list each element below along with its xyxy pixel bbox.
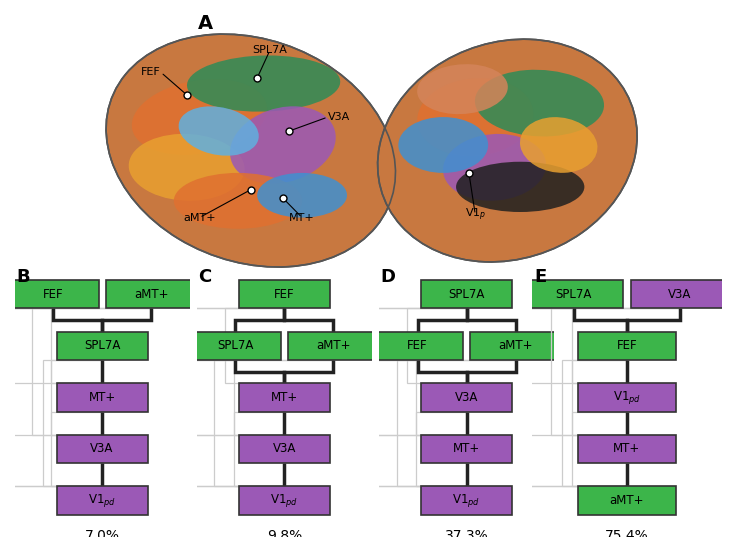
Text: MT+: MT+ — [453, 442, 480, 455]
Ellipse shape — [475, 70, 604, 136]
Text: FEF: FEF — [408, 339, 428, 352]
FancyBboxPatch shape — [239, 435, 330, 463]
FancyBboxPatch shape — [421, 280, 512, 308]
FancyBboxPatch shape — [421, 487, 512, 514]
Text: FEF: FEF — [274, 288, 295, 301]
Ellipse shape — [174, 173, 302, 229]
Text: SPL7A: SPL7A — [217, 339, 254, 352]
Text: SPL7A: SPL7A — [555, 288, 592, 301]
Text: FEF: FEF — [43, 288, 63, 301]
Ellipse shape — [520, 117, 598, 173]
Text: V3A: V3A — [273, 442, 296, 455]
Text: 7.0%: 7.0% — [85, 529, 120, 537]
FancyBboxPatch shape — [190, 332, 281, 360]
FancyBboxPatch shape — [106, 280, 197, 308]
FancyBboxPatch shape — [421, 435, 512, 463]
FancyBboxPatch shape — [57, 332, 147, 360]
Text: MT+: MT+ — [88, 391, 116, 404]
Ellipse shape — [257, 173, 347, 217]
Text: 75.4%: 75.4% — [605, 529, 649, 537]
FancyBboxPatch shape — [57, 435, 147, 463]
Text: aMT+: aMT+ — [499, 339, 533, 352]
Ellipse shape — [187, 55, 340, 112]
FancyBboxPatch shape — [577, 487, 677, 514]
Text: V1$_{pd}$: V1$_{pd}$ — [88, 492, 116, 509]
Ellipse shape — [378, 39, 637, 262]
Text: SPL7A: SPL7A — [84, 339, 120, 352]
Text: MT+: MT+ — [289, 213, 315, 223]
Ellipse shape — [129, 134, 244, 201]
FancyBboxPatch shape — [372, 332, 463, 360]
Ellipse shape — [398, 117, 488, 173]
Ellipse shape — [443, 134, 546, 201]
FancyBboxPatch shape — [577, 383, 677, 411]
FancyBboxPatch shape — [57, 487, 147, 514]
Text: 37.3%: 37.3% — [445, 529, 488, 537]
Text: V3A: V3A — [455, 391, 478, 404]
Text: V1$_{pd}$: V1$_{pd}$ — [270, 492, 298, 509]
Text: aMT+: aMT+ — [183, 213, 216, 223]
FancyBboxPatch shape — [421, 383, 512, 411]
FancyBboxPatch shape — [577, 435, 677, 463]
FancyBboxPatch shape — [7, 280, 98, 308]
Text: 9.8%: 9.8% — [267, 529, 302, 537]
Text: SPL7A: SPL7A — [252, 45, 287, 55]
Text: B: B — [16, 268, 30, 287]
Text: V3A: V3A — [668, 288, 692, 301]
Text: FEF: FEF — [141, 67, 161, 77]
Ellipse shape — [230, 106, 336, 184]
Text: V1$_{pd}$: V1$_{pd}$ — [453, 492, 480, 509]
FancyBboxPatch shape — [288, 332, 379, 360]
Text: D: D — [381, 268, 396, 287]
FancyBboxPatch shape — [239, 487, 330, 514]
Ellipse shape — [417, 64, 508, 114]
Text: E: E — [534, 268, 546, 287]
Ellipse shape — [132, 79, 267, 155]
Text: V1$_{pd}$: V1$_{pd}$ — [613, 389, 641, 406]
Text: aMT+: aMT+ — [316, 339, 351, 352]
FancyBboxPatch shape — [525, 280, 623, 308]
Text: MT+: MT+ — [613, 442, 641, 455]
Text: C: C — [198, 268, 212, 287]
FancyBboxPatch shape — [57, 383, 147, 411]
FancyBboxPatch shape — [470, 332, 561, 360]
Text: FEF: FEF — [617, 339, 637, 352]
Text: V3A: V3A — [90, 442, 114, 455]
Text: V1$_p$: V1$_p$ — [464, 207, 486, 223]
Text: aMT+: aMT+ — [609, 494, 644, 507]
FancyBboxPatch shape — [631, 280, 729, 308]
Text: SPL7A: SPL7A — [448, 288, 485, 301]
Ellipse shape — [179, 106, 259, 156]
Text: A: A — [198, 14, 214, 33]
Text: MT+: MT+ — [270, 391, 298, 404]
Text: V3A: V3A — [328, 112, 350, 122]
Text: aMT+: aMT+ — [134, 288, 168, 301]
Ellipse shape — [456, 162, 585, 212]
Ellipse shape — [106, 34, 395, 267]
FancyBboxPatch shape — [239, 383, 330, 411]
Ellipse shape — [417, 78, 534, 156]
FancyBboxPatch shape — [239, 280, 330, 308]
FancyBboxPatch shape — [577, 332, 677, 360]
